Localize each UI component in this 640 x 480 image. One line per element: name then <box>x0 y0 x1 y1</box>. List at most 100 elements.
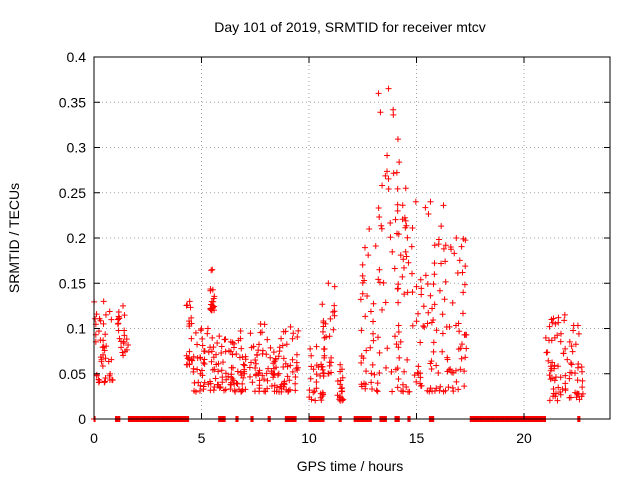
data-point <box>239 354 246 361</box>
data-point <box>95 379 102 386</box>
y-tick-label: 0.35 <box>59 94 86 110</box>
data-point <box>548 337 555 344</box>
data-point <box>405 388 412 395</box>
data-point <box>431 387 438 394</box>
axis-ticks: 0 0.05 0.1 0.15 0.2 0.25 0.3 0.35 0.4 0 5 10 15 20 <box>59 49 610 446</box>
data-point <box>321 334 328 341</box>
data-point <box>376 369 383 376</box>
data-point <box>259 372 266 379</box>
data-point <box>293 359 300 366</box>
data-point <box>555 363 562 370</box>
data-point <box>427 292 434 299</box>
data-point <box>194 341 201 348</box>
data-point <box>186 348 193 355</box>
data-point <box>454 269 461 276</box>
data-point <box>574 364 581 371</box>
x-tick-label: 15 <box>409 430 425 446</box>
data-point <box>568 369 575 376</box>
y-tick-label: 0.1 <box>67 321 87 337</box>
data-point <box>267 354 274 361</box>
data-point <box>286 386 293 393</box>
data-point <box>184 355 191 362</box>
data-point <box>294 333 301 340</box>
data-point <box>567 360 574 367</box>
data-point <box>368 370 375 377</box>
data-point <box>105 358 112 365</box>
data-point <box>321 345 328 352</box>
data-point <box>199 367 206 374</box>
y-tick-label: 0.05 <box>59 366 86 382</box>
data-point <box>463 345 470 352</box>
data-point <box>376 349 383 356</box>
data-point <box>289 356 296 363</box>
data-point <box>120 302 127 309</box>
data-point <box>403 384 410 391</box>
data-point <box>575 330 582 337</box>
data-point <box>256 367 263 374</box>
data-point <box>401 368 408 375</box>
data-point <box>188 314 195 321</box>
data-point <box>313 371 320 378</box>
data-point <box>317 372 324 379</box>
data-point <box>218 367 225 374</box>
data-point <box>240 361 247 368</box>
data-point <box>375 205 382 212</box>
data-point <box>292 373 299 380</box>
data-point <box>447 366 454 373</box>
data-point <box>248 344 255 351</box>
data-point <box>392 366 399 373</box>
data-point <box>448 246 455 253</box>
data-point <box>256 341 263 348</box>
data-point <box>453 378 460 385</box>
data-point <box>207 287 214 294</box>
data-point <box>456 257 463 264</box>
data-point <box>249 379 256 386</box>
data-point <box>208 267 215 274</box>
data-point <box>207 344 214 351</box>
data-point <box>402 185 409 192</box>
data-point <box>576 396 583 403</box>
data-point <box>390 170 397 177</box>
data-point <box>393 341 400 348</box>
data-point <box>255 370 262 377</box>
grid-lines <box>94 57 610 419</box>
data-point <box>425 210 432 217</box>
data-points <box>91 85 586 422</box>
data-point <box>440 202 447 209</box>
data-point <box>443 323 450 330</box>
data-point <box>572 341 579 348</box>
data-point <box>189 357 196 364</box>
data-point <box>219 379 226 386</box>
data-point <box>404 289 411 296</box>
data-point <box>455 386 462 393</box>
data-point <box>439 311 446 318</box>
data-point <box>395 281 402 288</box>
data-point <box>361 277 368 284</box>
data-point <box>116 335 123 342</box>
data-point <box>121 327 128 334</box>
data-point <box>413 318 420 325</box>
data-point <box>418 291 425 298</box>
plot-frame <box>93 56 611 420</box>
data-point <box>566 394 573 401</box>
data-point <box>390 106 397 113</box>
data-point <box>219 374 226 381</box>
data-point <box>247 330 254 337</box>
data-point <box>549 359 556 366</box>
data-point <box>201 356 208 363</box>
data-point <box>327 315 334 322</box>
data-point <box>276 348 283 355</box>
data-point <box>259 350 266 357</box>
data-point <box>557 391 564 398</box>
data-point <box>96 377 103 384</box>
data-point <box>313 378 320 385</box>
data-point <box>210 354 217 361</box>
data-point <box>337 381 344 388</box>
data-point <box>448 369 455 376</box>
data-point <box>395 322 402 329</box>
data-point <box>257 329 264 336</box>
data-point <box>570 322 577 329</box>
data-point <box>115 315 122 322</box>
data-point <box>108 316 115 323</box>
data-point <box>574 377 581 384</box>
